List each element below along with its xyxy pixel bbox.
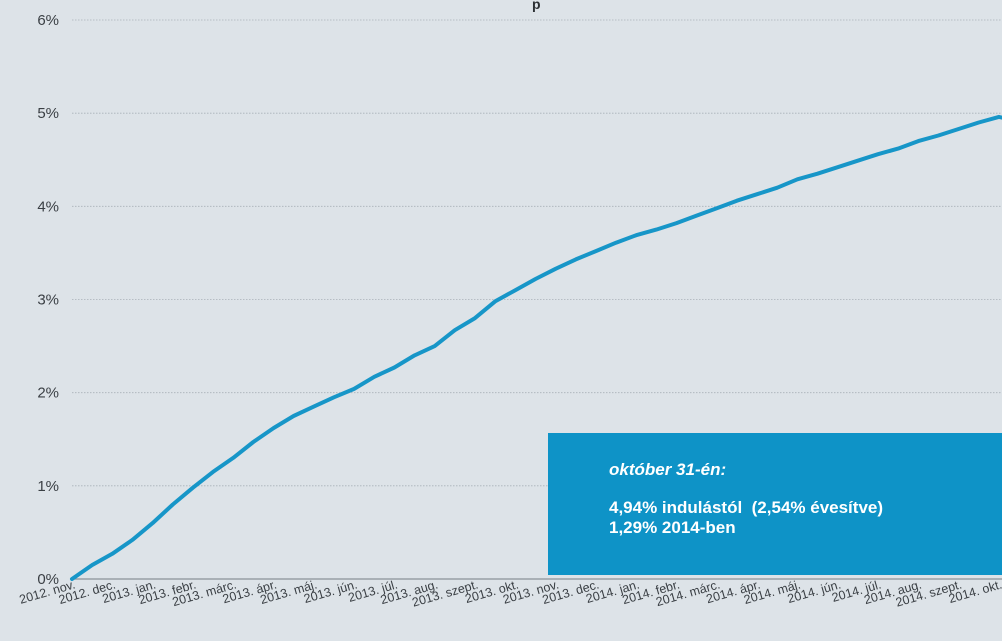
series-layer	[70, 114, 1002, 581]
callout-since-start: 4,94% indulástól (2,54% évesítve)	[609, 498, 884, 517]
x-axis-ticks: 2012. nov.2012. dec.2013. jan.2013. febr…	[18, 577, 1002, 609]
summary-callout: október 31-én: 4,94% indulástól (2,54% é…	[548, 433, 1002, 575]
title-fragment-text: p	[532, 0, 541, 12]
y-tick-label: 3%	[37, 292, 59, 309]
chart-title-fragment: p	[532, 0, 541, 12]
y-axis-ticks: 0% 1% 2% 3% 4% 5% 6%	[37, 12, 59, 588]
y-tick-label: 1%	[37, 478, 59, 495]
callout-heading: október 31-én:	[609, 460, 727, 479]
y-tick-label: 5%	[37, 105, 59, 122]
y-tick-label: 2%	[37, 385, 59, 402]
series-line-0	[70, 114, 1002, 581]
y-tick-label: 4%	[37, 198, 59, 215]
y-tick-label: 6%	[37, 12, 59, 29]
callout-ytd: 1,29% 2014-ben	[609, 518, 736, 537]
y-tick-label: 0%	[37, 571, 59, 588]
gridlines	[72, 19, 1002, 487]
